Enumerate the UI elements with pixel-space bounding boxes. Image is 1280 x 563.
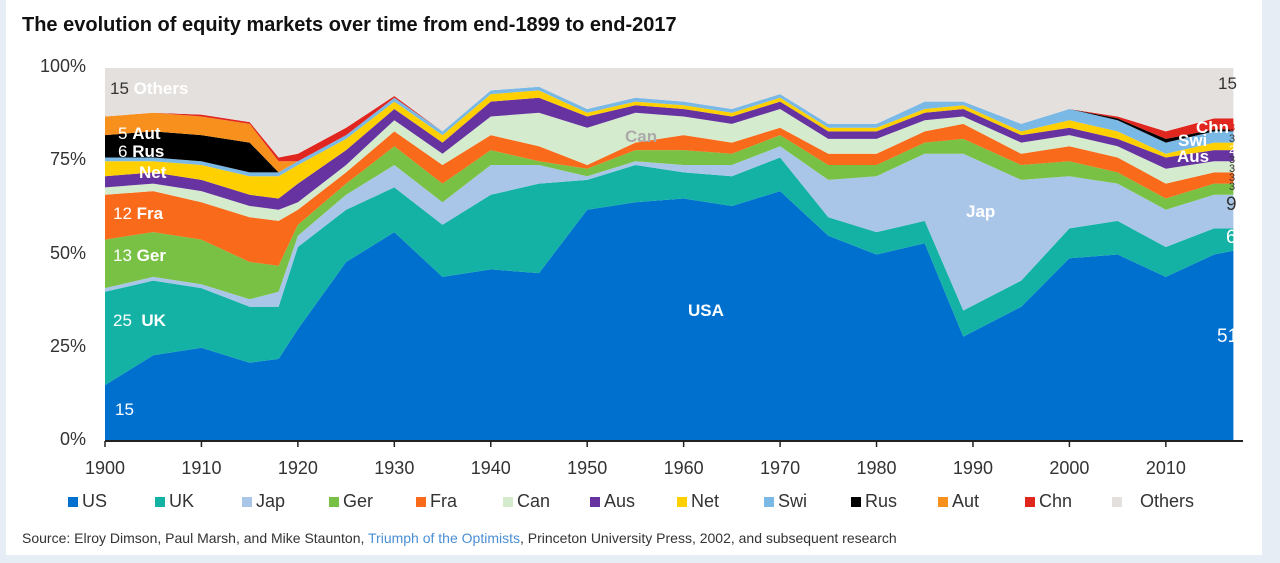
value-swi-end: 3 [1229, 133, 1236, 145]
area-swi [105, 86, 1234, 177]
legend-label: Rus [865, 491, 898, 511]
source-prefix: Source: Elroy Dimson, Paul Marsh, and Mi… [22, 530, 369, 546]
label-aut-start: 5 Aut [118, 124, 161, 143]
x-tick-label: 1950 [567, 458, 608, 478]
legend-label: US [82, 491, 108, 511]
legend-swatch [329, 496, 339, 507]
legend-label: UK [169, 491, 195, 511]
legend-swatch [1112, 496, 1122, 507]
source-book-link[interactable]: Triumph of the Optimists [368, 530, 520, 546]
legend-swatch [764, 496, 774, 507]
area-can [105, 109, 1234, 221]
area-rus [105, 86, 1234, 173]
legend-label: Aus [604, 491, 636, 511]
label-chn-end: Chn [1196, 118, 1230, 137]
y-tick-label: 0% [59, 429, 86, 449]
value-jap-end: 9 [1226, 194, 1237, 215]
legend-item-fra: Fra [416, 491, 457, 512]
legend-swatch [590, 496, 600, 507]
value-ger-end: 3 [1229, 181, 1236, 193]
legend-swatch [155, 496, 165, 507]
legend-label: Aut [952, 491, 980, 511]
legend-item-ger: Ger [329, 491, 373, 512]
label-net-start: Net [139, 163, 167, 182]
legend-label: Ger [343, 491, 374, 511]
legend-label: Chn [1039, 491, 1073, 511]
chart-title: The evolution of equity markets over tim… [22, 14, 677, 36]
area-fra [105, 123, 1234, 266]
x-tick-label: 1980 [856, 458, 897, 478]
legend-item-rus: Rus [851, 491, 897, 512]
label-ger-start: 13 Ger [113, 246, 166, 265]
legend-item-net: Net [677, 491, 719, 512]
value-net-end: 2 [1229, 144, 1236, 156]
legend-item-can: Can [503, 491, 550, 512]
y-tick-label: 25% [49, 335, 86, 356]
label-others-end: 15 [1218, 74, 1237, 93]
label-usa: USA [688, 301, 724, 320]
legend-swatch [416, 496, 426, 507]
value-aus-end: 3 [1229, 154, 1236, 166]
label-fra-start: 12 Fra [113, 204, 164, 223]
x-tick-label: 1960 [663, 458, 704, 478]
area-ger [105, 135, 1234, 300]
source-note: Source: Elroy Dimson, Paul Marsh, and Mi… [22, 530, 897, 546]
x-tick-label: 1900 [84, 458, 126, 478]
x-tick-label: 2010 [1145, 458, 1186, 478]
label-us-start: 15 [115, 400, 134, 419]
area-jap [105, 146, 1234, 311]
label-jap: Jap [966, 202, 996, 221]
area-aus [105, 97, 1234, 210]
legend-swatch [851, 496, 861, 507]
y-tick-label: 75% [49, 149, 86, 170]
area-others [105, 68, 1234, 158]
legend-item-aus: Aus [590, 491, 635, 512]
legend-item-jap: Jap [242, 491, 285, 512]
x-tick-label: 1930 [374, 458, 415, 478]
label-swi-end: Swi [1178, 131, 1208, 150]
area-us [105, 191, 1234, 441]
x-tick-label: 1940 [470, 458, 511, 478]
x-tick-label: 1990 [952, 458, 993, 478]
value-us-end: 51 [1217, 326, 1239, 347]
legend-item-swi: Swi [764, 491, 807, 512]
label-others-start: 15 Others [110, 79, 189, 98]
x-tick-label: 2000 [1049, 458, 1090, 478]
label-can: Can [625, 127, 658, 146]
legend-label: Jap [256, 491, 286, 511]
value-chn-end: 3 [1229, 122, 1236, 134]
legend-swatch [68, 496, 78, 507]
legend-item-uk: UK [155, 491, 194, 512]
value-fra-end: 3 [1229, 172, 1236, 184]
legend-swatch [677, 496, 687, 507]
legend-item-others: Others [1112, 491, 1194, 512]
legend-swatch [1025, 496, 1035, 507]
legend-item-us: US [68, 491, 107, 512]
legend-swatch [242, 496, 252, 507]
area-uk [105, 157, 1234, 386]
value-uk-end: 6 [1226, 227, 1237, 248]
value-can-end: 3 [1229, 163, 1236, 175]
y-tick-label: 100% [39, 56, 86, 76]
legend-label: Swi [778, 491, 808, 511]
legend-item-chn: Chn [1025, 491, 1072, 512]
x-tick-label: 1970 [760, 458, 801, 478]
legend-swatch [938, 496, 948, 507]
x-tick-label: 1920 [277, 458, 318, 478]
source-suffix: , Princeton University Press, 2002, and … [520, 530, 897, 546]
legend-item-aut: Aut [938, 491, 979, 512]
legend-label: Others [1140, 491, 1195, 511]
legend-label: Fra [430, 491, 457, 511]
label-uk-start: 25 UK [113, 311, 166, 330]
legend-label: Can [517, 491, 551, 511]
label-rus-start: 6 Rus [118, 142, 165, 161]
x-tick-label: 1910 [181, 458, 222, 478]
legend-label: Net [691, 491, 720, 511]
y-tick-label: 50% [49, 242, 86, 263]
label-aus-end: Aus [1177, 147, 1210, 166]
legend-swatch [503, 496, 513, 507]
